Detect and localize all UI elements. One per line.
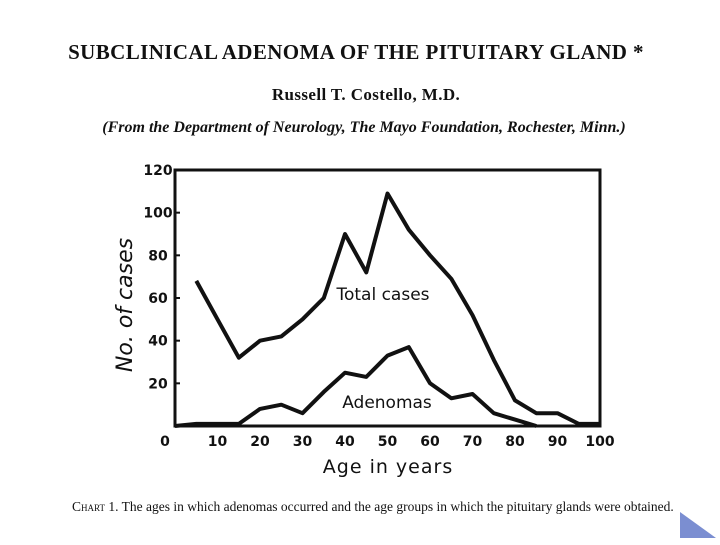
series-label: Total cases [335,285,429,305]
y-tick-label: 120 [143,163,172,179]
paper-affiliation: (From the Department of Neurology, The M… [102,119,626,136]
x-tick-label: 90 [548,434,568,450]
x-tick-label: 60 [420,434,440,450]
x-tick-label: 0 [160,434,170,450]
x-tick-label: 30 [293,434,313,450]
x-tick-label: 50 [378,434,398,450]
caption-label: Chart 1. [72,499,119,514]
next-slide-button[interactable] [676,508,720,540]
paper-author: Russell T. Costello, M.D. [271,85,461,104]
series-line-adenomas [174,345,537,428]
x-tick-label: 80 [505,434,525,450]
paper-title: SUBCLINICAL ADENOMA OF THE PITUITARY GLA… [68,40,644,64]
series-line-total-cases [194,191,600,426]
x-axis-label: Age in years [323,456,453,478]
triangle-next-icon [680,512,716,538]
x-tick-label: 100 [585,434,614,450]
y-tick-label: 60 [148,291,168,307]
figure-caption: Chart 1. The ages in which adenomas occu… [72,498,682,516]
y-tick-label: 20 [148,376,168,392]
x-tick-label: 10 [208,434,228,450]
y-tick-label: 40 [148,334,168,350]
x-tick-label: 40 [335,434,355,450]
series-label: Adenomas [342,393,432,413]
y-tick-label: 80 [148,248,168,264]
x-tick-label: 70 [463,434,483,450]
caption-text: The ages in which adenomas occurred and … [121,499,674,514]
x-tick-label: 20 [250,434,270,450]
y-tick-label: 100 [143,206,172,222]
y-axis-label: No. of cases [113,238,138,372]
